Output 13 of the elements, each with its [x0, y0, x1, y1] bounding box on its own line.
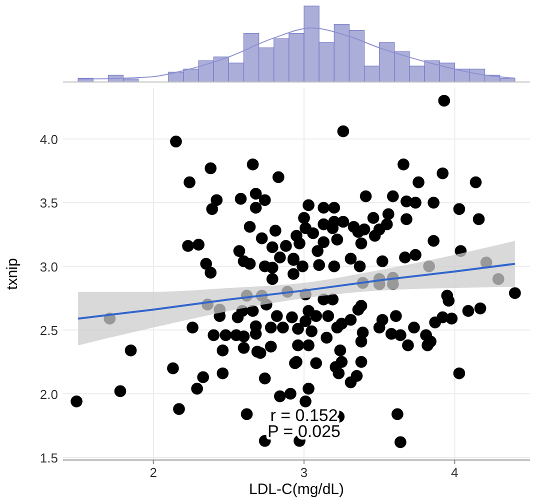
y-tick-label: 1.5: [40, 450, 58, 466]
y-tick-label: 3.0: [40, 259, 58, 274]
x-tick-label: 4: [451, 465, 458, 480]
y-tick-label: 2.0: [40, 386, 58, 402]
annotation: P = 0.025: [268, 422, 341, 441]
x-axis-title: LDL-C(mg/dL): [248, 481, 344, 498]
x-tick-label: 3: [300, 465, 308, 480]
y-tick-label: 3.5: [40, 196, 58, 211]
y-tick-label: 2.5: [40, 323, 58, 338]
line-series: [77, 262, 516, 320]
y-axis-title: txnip: [4, 258, 21, 290]
x-tick-label: 2: [150, 465, 158, 480]
y-tick-label: 4.0: [40, 132, 58, 147]
